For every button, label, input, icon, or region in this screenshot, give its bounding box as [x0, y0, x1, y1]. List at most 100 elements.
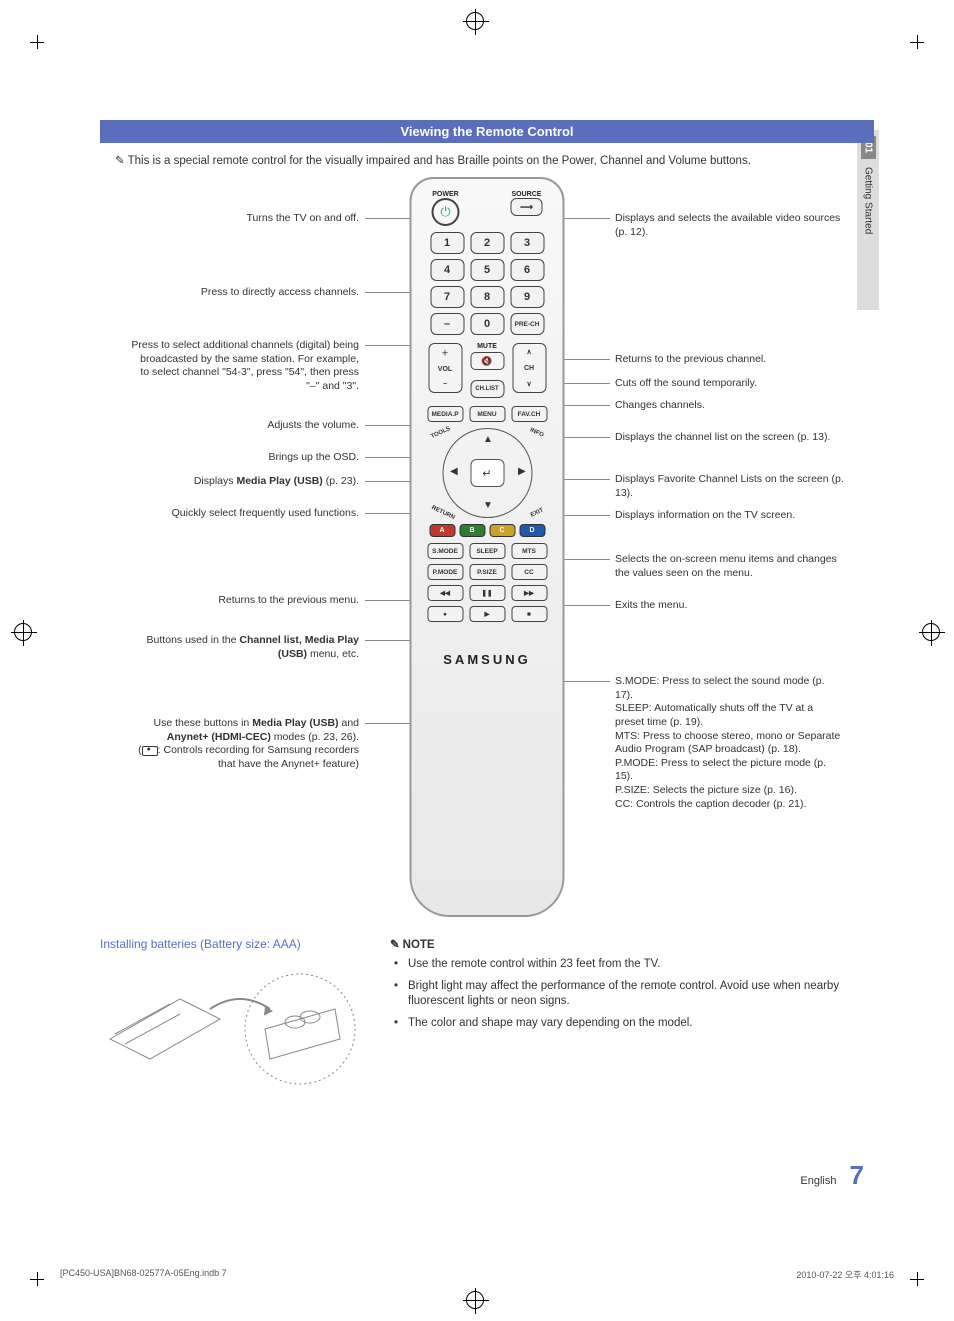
- number-button[interactable]: 4: [430, 259, 464, 281]
- number-button[interactable]: 3: [510, 232, 544, 254]
- function-button[interactable]: MTS: [511, 543, 547, 559]
- number-button[interactable]: 6: [510, 259, 544, 281]
- transport-button[interactable]: ■: [511, 606, 547, 622]
- callout-left: Brings up the OSD.: [129, 451, 359, 465]
- callout-line: [365, 457, 415, 458]
- return-corner[interactable]: RETURN: [430, 505, 455, 521]
- power-label: POWER: [432, 191, 460, 198]
- callout-line: [365, 218, 415, 219]
- callout-line: [365, 723, 415, 724]
- function-button[interactable]: SLEEP: [469, 543, 505, 559]
- callout-line: [365, 513, 415, 514]
- info-corner[interactable]: INFO: [529, 427, 545, 438]
- note-item: Use the remote control within 23 feet fr…: [408, 957, 874, 973]
- function-button[interactable]: P.SIZE: [469, 564, 505, 580]
- exit-corner[interactable]: EXIT: [530, 507, 545, 518]
- callout-line: [560, 681, 610, 682]
- callout-left: Returns to the previous menu.: [129, 594, 359, 608]
- dash-button[interactable]: –: [430, 313, 464, 335]
- callout-right: Cuts off the sound temporarily.: [615, 377, 845, 391]
- tools-corner[interactable]: TOOLS: [430, 426, 451, 440]
- function-button[interactable]: S.MODE: [427, 543, 463, 559]
- crop-mark: [910, 35, 924, 49]
- callout-line: [365, 425, 415, 426]
- callout-right: Selects the on-screen menu items and cha…: [615, 553, 845, 580]
- callout-right: Displays Favorite Channel Lists on the s…: [615, 473, 845, 500]
- chlist-button[interactable]: CH.LIST: [470, 380, 504, 398]
- enter-button[interactable]: ↵: [470, 459, 504, 487]
- color-button-c[interactable]: C: [489, 524, 515, 537]
- number-button[interactable]: 5: [470, 259, 504, 281]
- color-button-d[interactable]: D: [519, 524, 545, 537]
- registration-mark: [466, 1291, 484, 1309]
- volume-rocker[interactable]: ＋ VOL −: [428, 343, 462, 393]
- power-button[interactable]: ⏻: [432, 198, 460, 226]
- callout-right: Displays the channel list on the screen …: [615, 431, 845, 445]
- number-button[interactable]: 2: [470, 232, 504, 254]
- menu-button[interactable]: MENU: [469, 406, 505, 422]
- number-button[interactable]: 7: [430, 286, 464, 308]
- install-title: Installing batteries (Battery size: AAA): [100, 937, 360, 951]
- callout-left: Use these buttons in Media Play (USB) an…: [129, 717, 359, 772]
- callout-left: Press to directly access channels.: [129, 286, 359, 300]
- number-button[interactable]: 8: [470, 286, 504, 308]
- section-title: Viewing the Remote Control: [100, 120, 874, 143]
- mediap-button[interactable]: MEDIA.P: [427, 406, 463, 422]
- number-button[interactable]: 1: [430, 232, 464, 254]
- footer-file: [PC450-USA]BN68-02577A-05Eng.indb 7: [60, 1268, 227, 1281]
- callout-line: [560, 479, 610, 480]
- transport-button[interactable]: ◀◀: [427, 585, 463, 601]
- brand-logo: SAMSUNG: [420, 652, 555, 667]
- color-button-b[interactable]: B: [459, 524, 485, 537]
- arrow-down[interactable]: ▼: [483, 500, 493, 511]
- number-button[interactable]: 9: [510, 286, 544, 308]
- source-label: SOURCE: [511, 191, 543, 198]
- registration-mark: [14, 623, 32, 641]
- callout-line: [365, 600, 415, 601]
- callout-right: S.MODE: Press to select the sound mode (…: [615, 675, 845, 811]
- registration-mark: [922, 623, 940, 641]
- callout-line: [560, 559, 610, 560]
- note-title: NOTE: [390, 937, 874, 951]
- page-number: 7: [850, 1160, 864, 1190]
- callout-line: [560, 437, 610, 438]
- prech-button[interactable]: PRE-CH: [510, 313, 544, 335]
- callout-line: [560, 383, 610, 384]
- callout-line: [560, 515, 610, 516]
- callout-line: [365, 345, 415, 346]
- callout-left: Displays Media Play (USB) (p. 23).: [129, 475, 359, 489]
- transport-button[interactable]: ▶▶: [511, 585, 547, 601]
- battery-illustration: [100, 959, 360, 1089]
- callout-right: Displays and selects the available video…: [615, 212, 845, 239]
- callout-left: Quickly select frequently used functions…: [129, 507, 359, 521]
- arrow-right[interactable]: ▶: [518, 466, 526, 477]
- source-button[interactable]: ⟶: [511, 198, 543, 216]
- footer-date: 2010-07-22 오후 4:01:16: [796, 1268, 894, 1281]
- dpad: TOOLS INFO RETURN EXIT ▲ ▼ ◀ ▶ ↵: [432, 428, 542, 518]
- favch-button[interactable]: FAV.CH: [511, 406, 547, 422]
- callout-line: [560, 359, 610, 360]
- zero-button[interactable]: 0: [470, 313, 504, 335]
- callout-right: Displays information on the TV screen.: [615, 509, 845, 523]
- crop-mark: [30, 1272, 44, 1286]
- color-button-a[interactable]: A: [429, 524, 455, 537]
- callout-line: [560, 405, 610, 406]
- callout-line: [560, 218, 610, 219]
- callout-line: [365, 640, 415, 641]
- transport-button[interactable]: ●: [427, 606, 463, 622]
- channel-rocker[interactable]: ∧ CH ∨: [512, 343, 546, 393]
- callout-left: Press to select additional channels (dig…: [129, 339, 359, 394]
- transport-button[interactable]: ❚❚: [469, 585, 505, 601]
- function-button[interactable]: CC: [511, 564, 547, 580]
- registration-mark: [466, 12, 484, 30]
- mute-button[interactable]: 🔇: [470, 352, 504, 370]
- function-button[interactable]: P.MODE: [427, 564, 463, 580]
- arrow-left[interactable]: ◀: [450, 466, 458, 477]
- crop-mark: [30, 35, 44, 49]
- arrow-up[interactable]: ▲: [483, 434, 493, 445]
- transport-button[interactable]: ▶: [469, 606, 505, 622]
- note-item: The color and shape may vary depending o…: [408, 1016, 874, 1032]
- callout-line: [365, 481, 415, 482]
- callout-left: Buttons used in the Channel list, Media …: [129, 634, 359, 661]
- callout-left: Turns the TV on and off.: [129, 212, 359, 226]
